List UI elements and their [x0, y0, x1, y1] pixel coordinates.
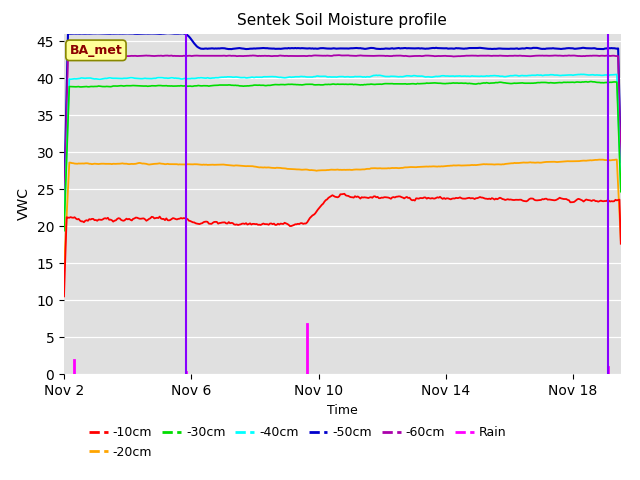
- X-axis label: Time: Time: [327, 404, 358, 417]
- Text: BA_met: BA_met: [70, 44, 122, 57]
- Y-axis label: VWC: VWC: [17, 188, 31, 220]
- Title: Sentek Soil Moisture profile: Sentek Soil Moisture profile: [237, 13, 447, 28]
- Legend: -10cm, -20cm, -30cm, -40cm, -50cm, -60cm, Rain: -10cm, -20cm, -30cm, -40cm, -50cm, -60cm…: [84, 421, 512, 464]
